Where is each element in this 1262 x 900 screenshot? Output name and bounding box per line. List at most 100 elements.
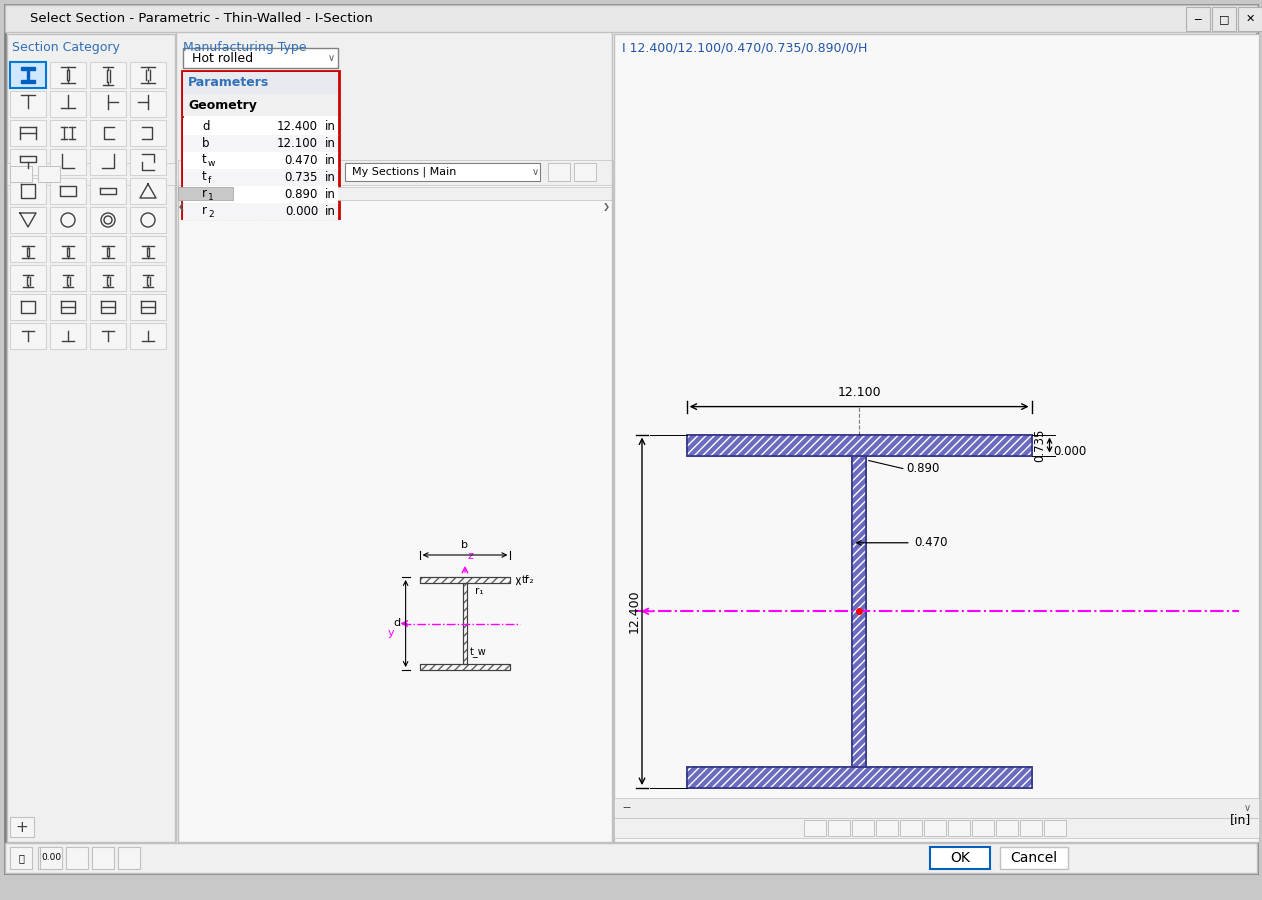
Text: in: in [326,137,336,150]
Text: y: y [387,628,395,638]
Bar [178,187,613,200]
Bar [948,820,970,836]
Bar [183,135,338,152]
Text: [in]: [in] [1229,814,1251,826]
Bar [420,664,510,670]
Bar [10,62,45,88]
Bar [130,294,167,320]
Bar [996,820,1018,836]
Bar [8,163,175,185]
Bar [972,820,994,836]
Bar [90,120,126,146]
Bar [1186,7,1210,31]
Text: Manufacturing Type: Manufacturing Type [183,41,307,55]
Bar [183,118,338,135]
Bar [463,582,467,664]
Bar [420,577,510,582]
Text: r: r [202,204,207,217]
Bar [420,577,510,582]
Bar [10,91,45,117]
Text: 0.890: 0.890 [285,188,318,201]
Bar [852,455,866,767]
Bar [687,767,1031,788]
Text: 12.400: 12.400 [627,590,641,633]
Bar [463,582,467,664]
Text: 0.890: 0.890 [906,462,939,475]
Bar [10,265,45,291]
Bar [804,820,827,836]
Text: Select Section - Parametric - Thin-Walled - I-Section: Select Section - Parametric - Thin-Walle… [30,12,372,25]
Text: r₁: r₁ [475,586,483,596]
Text: +: + [15,820,28,834]
Bar [183,169,338,186]
Bar [90,149,126,175]
Text: □: □ [1219,14,1229,24]
Text: 0.735: 0.735 [1034,428,1046,462]
Text: 1: 1 [208,193,213,202]
Bar [930,847,989,869]
Bar [50,294,86,320]
Text: 0.735: 0.735 [285,171,318,184]
Text: --: -- [622,802,631,814]
Bar [183,94,338,116]
Bar [50,149,86,175]
Bar [130,62,167,88]
Bar [10,120,45,146]
Text: f: f [208,176,211,184]
Text: t_w: t_w [469,647,487,658]
Bar [50,91,86,117]
Bar [10,236,45,262]
Text: Section Category: Section Category [13,40,120,53]
Bar [90,207,126,233]
Bar [420,577,510,582]
Bar [10,847,32,869]
Bar [182,71,339,218]
Text: 0.000: 0.000 [1054,445,1087,458]
Bar [183,72,338,94]
Bar [924,820,946,836]
Text: 0.00: 0.00 [40,853,61,862]
Bar [178,182,613,842]
Bar [420,664,510,670]
Text: in: in [326,188,336,201]
Bar [130,207,167,233]
Text: ∨: ∨ [531,167,539,177]
Bar [50,178,86,204]
Bar [10,149,45,175]
Bar [900,820,923,836]
Bar [90,265,126,291]
Bar [10,207,45,233]
Text: 0.470: 0.470 [284,154,318,167]
Bar [130,120,167,146]
Bar [1020,820,1042,836]
Text: ❯: ❯ [603,202,610,211]
Bar [178,187,233,200]
Bar [50,62,86,88]
Bar [90,62,126,88]
Text: I 12.400/12.100/0.470/0.735/0.890/0/H: I 12.400/12.100/0.470/0.735/0.890/0/H [622,41,867,55]
Text: ─: ─ [1195,14,1201,24]
Text: b: b [202,137,209,150]
Bar [5,843,1257,873]
Text: ❮: ❮ [178,202,186,211]
Text: Parameters: Parameters [188,76,269,89]
Bar [178,160,613,185]
Bar [852,455,866,767]
Bar [574,163,596,181]
Bar [10,178,45,204]
Text: 12.100: 12.100 [276,137,318,150]
Text: b: b [462,540,468,550]
Text: d: d [394,618,400,628]
Bar [183,203,338,220]
Text: d: d [202,120,209,133]
Bar [90,323,126,349]
Text: tf: tf [521,575,529,585]
Bar [687,767,1031,788]
Bar [548,163,570,181]
Bar [183,186,338,203]
Text: in: in [326,171,336,184]
Bar [38,166,61,182]
Bar [8,34,175,842]
Bar [92,847,114,869]
Text: Cancel: Cancel [1011,851,1058,865]
